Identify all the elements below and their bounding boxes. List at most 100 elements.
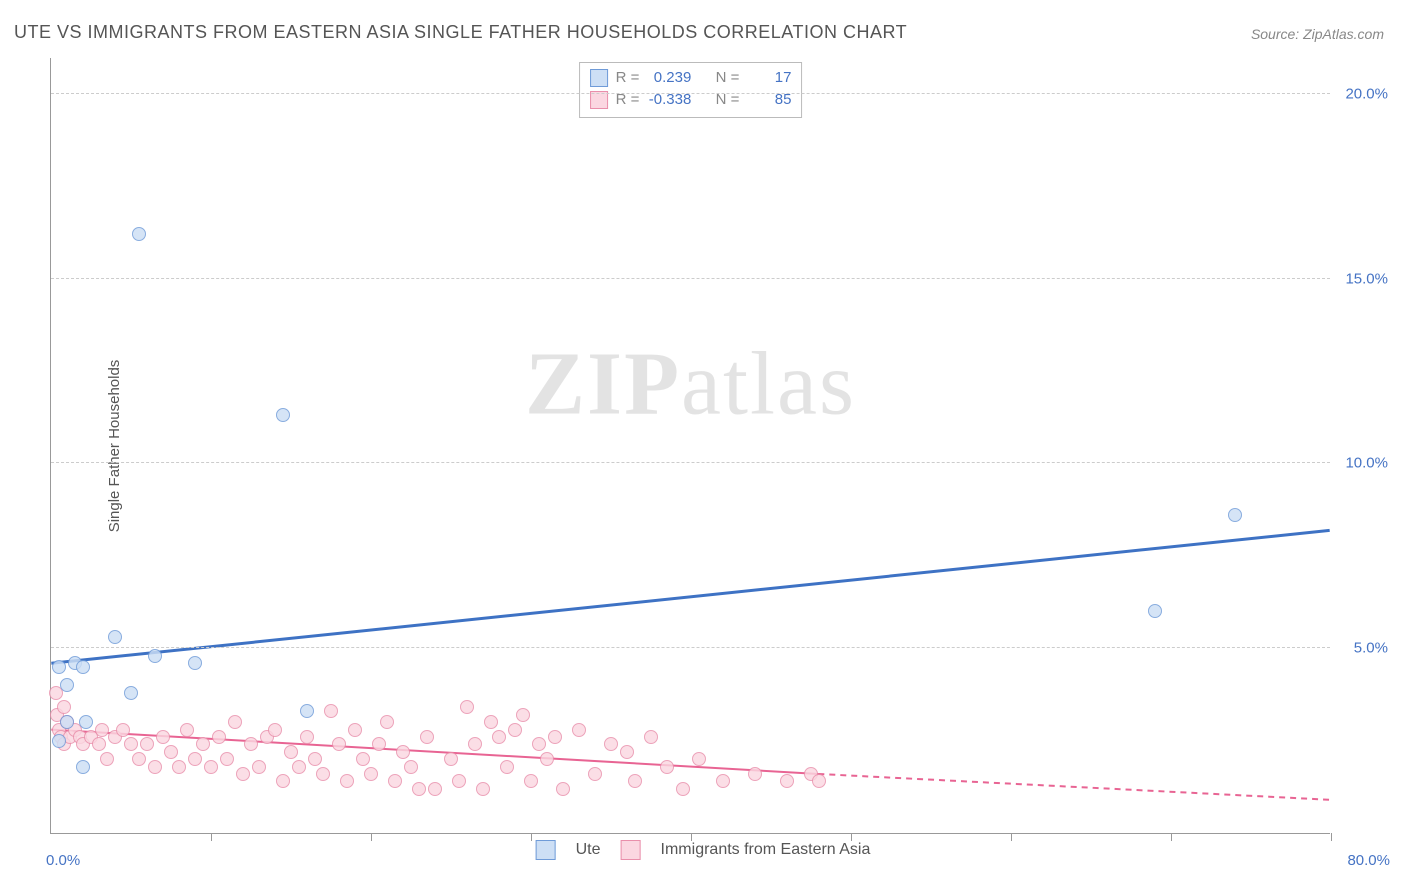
gridline — [51, 93, 1330, 94]
point-imm — [220, 752, 234, 766]
point-imm — [556, 782, 570, 796]
point-imm — [396, 745, 410, 759]
point-imm — [548, 730, 562, 744]
x-max-label: 80.0% — [1347, 852, 1390, 869]
point-imm — [204, 760, 218, 774]
point-imm — [452, 774, 466, 788]
point-imm — [95, 723, 109, 737]
point-imm — [356, 752, 370, 766]
y-tick-label: 15.0% — [1345, 270, 1388, 287]
point-ute — [79, 715, 93, 729]
trend-lines — [51, 58, 1330, 833]
x-tick — [1011, 833, 1012, 841]
point-ute — [76, 760, 90, 774]
point-imm — [812, 774, 826, 788]
point-imm — [420, 730, 434, 744]
point-imm — [228, 715, 242, 729]
stat-r-value: 0.239 — [647, 67, 691, 89]
point-ute — [1228, 508, 1242, 522]
point-imm — [140, 737, 154, 751]
point-ute — [300, 704, 314, 718]
gridline — [51, 462, 1330, 463]
x-tick — [211, 833, 212, 841]
point-imm — [292, 760, 306, 774]
point-imm — [308, 752, 322, 766]
point-imm — [572, 723, 586, 737]
point-ute — [124, 686, 138, 700]
source-label: Source: ZipAtlas.com — [1251, 26, 1384, 42]
point-imm — [404, 760, 418, 774]
point-imm — [604, 737, 618, 751]
point-ute — [132, 227, 146, 241]
point-imm — [380, 715, 394, 729]
point-imm — [244, 737, 258, 751]
point-imm — [748, 767, 762, 781]
x-tick — [371, 833, 372, 841]
point-imm — [460, 700, 474, 714]
point-imm — [588, 767, 602, 781]
y-tick-label: 20.0% — [1345, 85, 1388, 102]
trend-line-ute — [51, 530, 1329, 663]
point-imm — [492, 730, 506, 744]
point-imm — [188, 752, 202, 766]
point-imm — [388, 774, 402, 788]
point-imm — [124, 737, 138, 751]
point-imm — [100, 752, 114, 766]
point-imm — [508, 723, 522, 737]
stats-box: R =0.239 N =17R =-0.338 N =85 — [579, 62, 803, 118]
point-ute — [60, 715, 74, 729]
gridline — [51, 278, 1330, 279]
point-ute — [1148, 604, 1162, 618]
point-imm — [116, 723, 130, 737]
point-ute — [52, 660, 66, 674]
legend-swatch-imm — [621, 840, 641, 860]
point-imm — [164, 745, 178, 759]
point-imm — [716, 774, 730, 788]
gridline — [51, 647, 1330, 648]
chart-title: UTE VS IMMIGRANTS FROM EASTERN ASIA SING… — [14, 22, 907, 43]
x-origin-label: 0.0% — [46, 852, 80, 869]
point-imm — [540, 752, 554, 766]
point-ute — [276, 408, 290, 422]
legend-label-ute: Ute — [576, 841, 601, 859]
point-imm — [92, 737, 106, 751]
point-imm — [172, 760, 186, 774]
point-imm — [444, 752, 458, 766]
point-imm — [316, 767, 330, 781]
point-imm — [532, 737, 546, 751]
legend: UteImmigrants from Eastern Asia — [536, 840, 871, 860]
point-imm — [148, 760, 162, 774]
point-imm — [780, 774, 794, 788]
point-imm — [364, 767, 378, 781]
point-imm — [156, 730, 170, 744]
point-imm — [268, 723, 282, 737]
point-imm — [468, 737, 482, 751]
x-tick — [1171, 833, 1172, 841]
point-imm — [324, 704, 338, 718]
point-imm — [284, 745, 298, 759]
stat-n-label: N = — [716, 67, 740, 89]
point-imm — [180, 723, 194, 737]
point-imm — [484, 715, 498, 729]
point-ute — [76, 660, 90, 674]
point-imm — [348, 723, 362, 737]
stat-r-label: R = — [616, 67, 640, 89]
plot-area: ZIPatlas R =0.239 N =17R =-0.338 N =85 5… — [50, 58, 1330, 834]
stat-n-value: 17 — [747, 67, 791, 89]
point-imm — [300, 730, 314, 744]
y-tick-label: 10.0% — [1345, 455, 1388, 472]
point-imm — [57, 700, 71, 714]
point-imm — [332, 737, 346, 751]
point-ute — [148, 649, 162, 663]
point-ute — [108, 630, 122, 644]
x-tick — [531, 833, 532, 841]
point-imm — [628, 774, 642, 788]
point-ute — [60, 678, 74, 692]
trend-line-imm-dashed — [818, 774, 1329, 800]
point-imm — [132, 752, 146, 766]
point-imm — [276, 774, 290, 788]
point-imm — [372, 737, 386, 751]
point-imm — [476, 782, 490, 796]
swatch-ute — [590, 69, 608, 87]
point-imm — [676, 782, 690, 796]
